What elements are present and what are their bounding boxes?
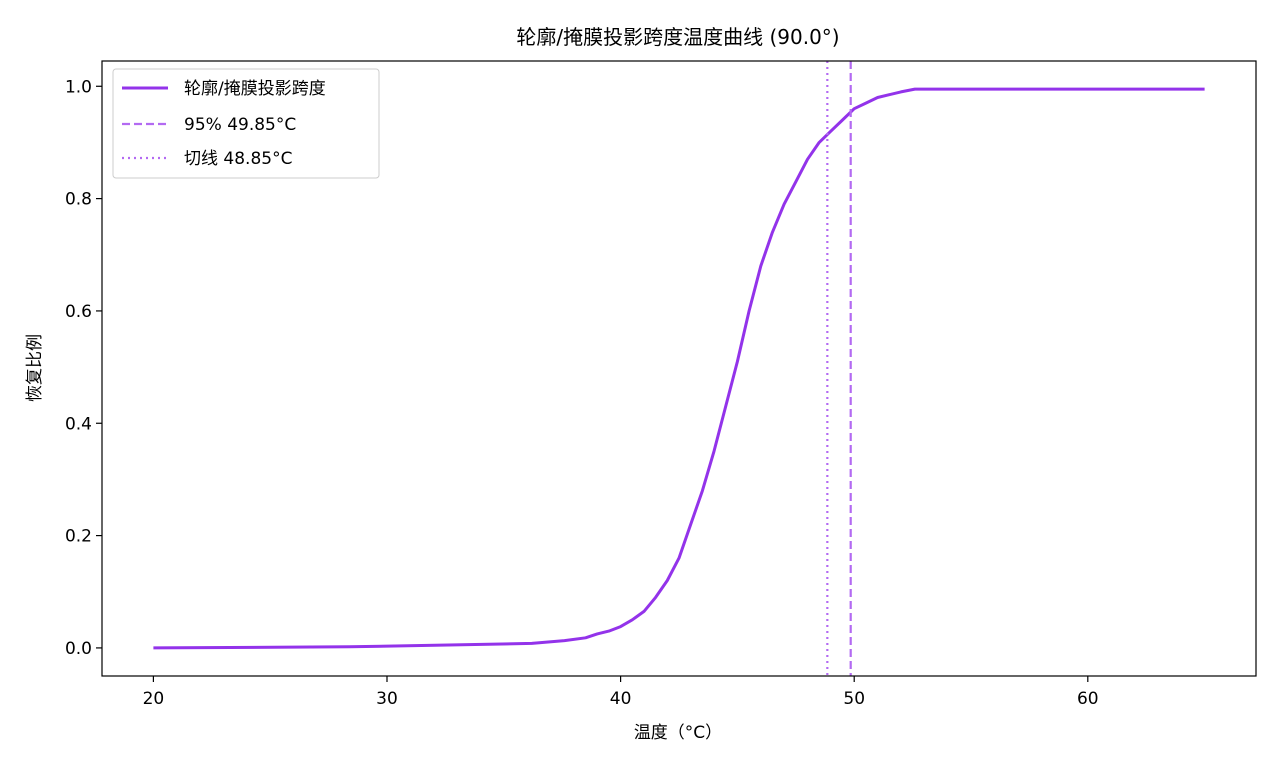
- y-tick-label: 0.4: [65, 414, 92, 434]
- legend-label-series: 轮廓/掩膜投影跨度: [184, 79, 326, 99]
- legend-box: [112, 68, 380, 179]
- y-axis-ticks: 0.0 0.2 0.4 0.6 0.8 1.0: [65, 77, 102, 659]
- x-tick-label: 30: [376, 689, 398, 709]
- x-axis-label: 温度（°C）: [634, 723, 722, 743]
- x-tick-label: 60: [1077, 689, 1099, 709]
- x-tick-label: 50: [843, 689, 865, 709]
- y-tick-label: 0.0: [65, 639, 92, 659]
- y-tick-label: 0.6: [65, 302, 92, 322]
- x-tick-label: 20: [143, 689, 165, 709]
- axes-frame: [101, 60, 1257, 677]
- x-axis-ticks: 20 30 40 50 60: [143, 676, 1099, 709]
- legend-label-tangent: 切线 48.85°C: [184, 149, 292, 169]
- legend-label-95pct: 95% 49.85°C: [184, 115, 296, 135]
- y-tick-label: 0.2: [65, 527, 92, 547]
- legend: 轮廓/掩膜投影跨度 95% 49.85°C 切线 48.85°C: [112, 68, 380, 179]
- y-tick-label: 0.8: [65, 190, 92, 210]
- y-axis-label: 恢复比例: [25, 334, 45, 402]
- series-line-0: [153, 87, 1205, 650]
- chart-title: 轮廓/掩膜投影跨度温度曲线 (90.0°): [516, 25, 839, 49]
- y-tick-label: 1.0: [65, 77, 92, 97]
- plot-area: [153, 61, 1205, 676]
- x-tick-label: 40: [610, 689, 632, 709]
